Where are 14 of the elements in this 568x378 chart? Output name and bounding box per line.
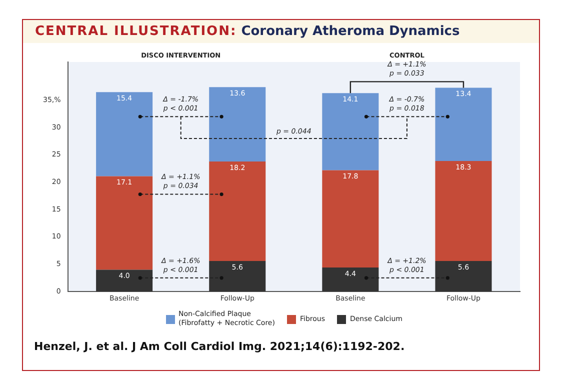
bar: [322, 170, 379, 268]
bar: [96, 92, 153, 176]
chart-title: CENTRAL ILLUSTRATION: Coronary Atheroma Dynamics: [23, 20, 539, 43]
bar: [209, 87, 266, 162]
bar: [435, 88, 492, 161]
bar: [322, 268, 379, 292]
bar: [96, 270, 153, 292]
bar: [322, 93, 379, 170]
bar: [96, 176, 153, 270]
bar: [435, 160, 492, 261]
text: Henzel, J. et al. J Am Coll Cardiol Img. 2021;14(6):1192-202.: [34, 340, 405, 353]
bar: [435, 260, 492, 292]
bar: [209, 161, 266, 261]
bar: [209, 260, 266, 292]
